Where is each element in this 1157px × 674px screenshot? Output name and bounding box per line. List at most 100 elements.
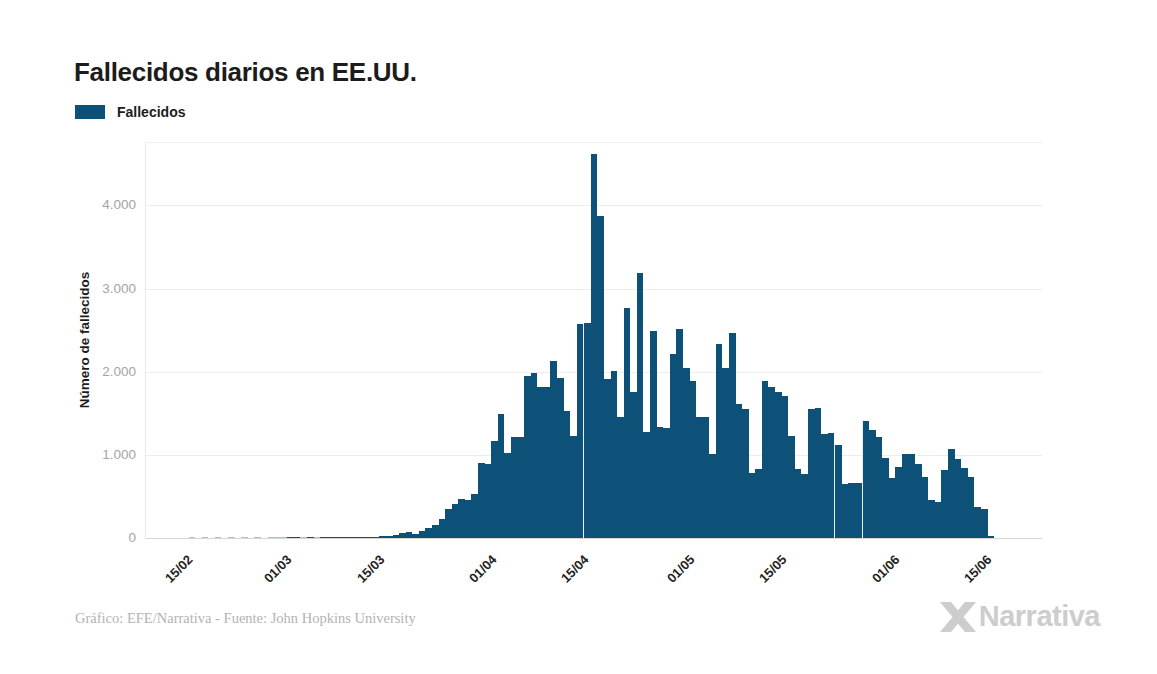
bar — [604, 379, 611, 538]
bar — [729, 333, 736, 538]
bar — [755, 469, 762, 538]
narrativa-logo-icon — [940, 602, 976, 632]
bar — [531, 373, 538, 538]
bar — [597, 216, 604, 538]
bar — [583, 323, 591, 538]
bar — [307, 537, 314, 538]
bar — [577, 324, 584, 538]
bar — [696, 417, 703, 538]
bar — [465, 500, 472, 538]
legend-swatch — [75, 105, 105, 119]
bar — [749, 473, 756, 538]
bar — [327, 537, 334, 538]
bar — [419, 531, 426, 538]
bar — [294, 537, 301, 538]
bar — [928, 500, 935, 538]
bar — [485, 464, 492, 538]
x-tick-label: 01/05 — [638, 552, 698, 612]
bar — [268, 537, 275, 538]
bar — [703, 417, 710, 538]
bar — [801, 474, 808, 538]
bar — [498, 414, 505, 538]
bar — [491, 441, 498, 538]
bar — [241, 537, 248, 538]
bar — [340, 537, 347, 538]
bar — [869, 430, 876, 538]
bar — [815, 408, 822, 538]
bar — [630, 392, 637, 538]
bar — [974, 507, 981, 538]
bar — [643, 432, 650, 538]
bar — [782, 396, 789, 538]
bar — [650, 331, 657, 538]
bar — [882, 458, 889, 538]
x-tick-label: 15/04 — [532, 552, 592, 612]
bar — [353, 537, 360, 538]
bar — [452, 504, 459, 538]
bar — [228, 537, 235, 538]
bar — [961, 468, 968, 538]
bar — [663, 428, 670, 538]
bar — [425, 528, 432, 538]
brand-name: Narrativa — [979, 600, 1100, 633]
bar — [537, 387, 544, 538]
bar — [373, 537, 380, 538]
y-tick-label: 2.000 — [80, 363, 136, 381]
bar — [821, 434, 828, 538]
bar — [889, 478, 896, 538]
bar — [617, 417, 624, 538]
x-tick-label: 01/03 — [235, 552, 295, 612]
bar — [624, 308, 631, 538]
bar — [676, 329, 683, 538]
bar — [935, 502, 942, 538]
bar — [762, 381, 769, 538]
bar — [386, 536, 393, 538]
page-title: Fallecidos diarios en EE.UU. — [74, 57, 417, 88]
bar — [848, 483, 855, 538]
bar — [981, 509, 988, 538]
bar — [544, 387, 551, 538]
legend: Fallecidos — [75, 104, 185, 120]
bar — [511, 437, 518, 538]
x-tick-label: 01/04 — [439, 552, 499, 612]
bar — [564, 411, 571, 538]
bar — [955, 459, 962, 538]
bar — [775, 392, 782, 538]
bar — [736, 404, 743, 538]
bar — [808, 409, 815, 538]
bar — [657, 427, 664, 538]
bar — [742, 409, 749, 538]
bar — [412, 534, 419, 538]
bar — [948, 449, 955, 538]
bar — [611, 371, 618, 538]
x-tick-label: 15/02 — [136, 552, 196, 612]
bar — [722, 368, 729, 538]
bar — [591, 154, 598, 538]
footer-credit: Gráfico: EFE/Narrativa - Fuente: John Ho… — [75, 610, 416, 627]
bar — [406, 532, 413, 538]
bar — [862, 421, 870, 538]
bar — [570, 436, 577, 538]
bar — [670, 354, 677, 538]
bar — [287, 537, 294, 538]
bar — [968, 477, 975, 538]
bar — [876, 437, 883, 538]
plot-area: 01.0002.0003.0004.00015/0201/0315/0301/0… — [145, 142, 1042, 539]
bar — [366, 537, 373, 538]
bar — [795, 469, 802, 538]
brand-logo: Narrativa — [940, 600, 1100, 633]
legend-label: Fallecidos — [117, 104, 185, 120]
bar — [550, 361, 557, 538]
x-tick-label: 15/03 — [327, 552, 387, 612]
bar — [393, 535, 400, 538]
bar — [399, 533, 406, 538]
bar — [504, 453, 511, 538]
x-tick-label: 15/05 — [730, 552, 790, 612]
bar — [189, 537, 196, 538]
bar — [709, 454, 716, 538]
bar — [346, 537, 353, 538]
bar — [895, 467, 902, 538]
bar — [439, 519, 446, 538]
bar — [281, 537, 288, 538]
bar — [922, 477, 929, 538]
